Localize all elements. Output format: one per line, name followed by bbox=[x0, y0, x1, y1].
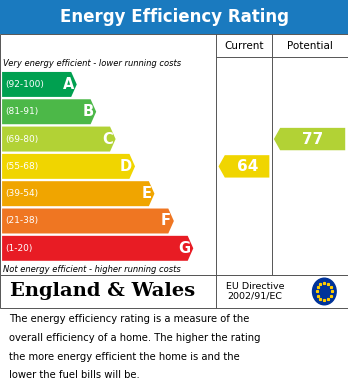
Text: Potential: Potential bbox=[287, 41, 333, 51]
Bar bbox=[0, 0, 348, 34]
Polygon shape bbox=[2, 208, 174, 233]
Text: Very energy efficient - lower running costs: Very energy efficient - lower running co… bbox=[3, 59, 182, 68]
Text: G: G bbox=[179, 241, 190, 256]
Polygon shape bbox=[2, 154, 135, 179]
Polygon shape bbox=[2, 236, 193, 261]
Text: (39-54): (39-54) bbox=[6, 189, 39, 198]
Text: (1-20): (1-20) bbox=[6, 244, 33, 253]
Text: lower the fuel bills will be.: lower the fuel bills will be. bbox=[9, 370, 140, 380]
Text: 77: 77 bbox=[302, 131, 324, 147]
Text: (92-100): (92-100) bbox=[6, 80, 45, 89]
Polygon shape bbox=[2, 181, 155, 206]
Text: (21-38): (21-38) bbox=[6, 217, 39, 226]
Text: 2002/91/EC: 2002/91/EC bbox=[227, 292, 283, 301]
Text: England & Wales: England & Wales bbox=[10, 282, 196, 301]
Text: The energy efficiency rating is a measure of the: The energy efficiency rating is a measur… bbox=[9, 314, 249, 324]
Text: Energy Efficiency Rating: Energy Efficiency Rating bbox=[60, 8, 288, 26]
Polygon shape bbox=[2, 99, 96, 124]
Polygon shape bbox=[2, 72, 77, 97]
Polygon shape bbox=[219, 155, 269, 178]
Text: the more energy efficient the home is and the: the more energy efficient the home is an… bbox=[9, 352, 239, 362]
Bar bbox=[0, 275, 348, 308]
Text: B: B bbox=[82, 104, 93, 119]
Polygon shape bbox=[2, 127, 116, 152]
Text: (69-80): (69-80) bbox=[6, 135, 39, 143]
Bar bbox=[0, 34, 348, 275]
Text: D: D bbox=[120, 159, 132, 174]
Text: C: C bbox=[102, 131, 113, 147]
Text: Not energy efficient - higher running costs: Not energy efficient - higher running co… bbox=[3, 265, 181, 274]
Text: E: E bbox=[142, 186, 152, 201]
Polygon shape bbox=[274, 128, 345, 150]
Circle shape bbox=[313, 278, 336, 305]
Text: EU Directive: EU Directive bbox=[226, 282, 284, 291]
Text: F: F bbox=[161, 213, 171, 228]
Text: (55-68): (55-68) bbox=[6, 162, 39, 171]
Text: A: A bbox=[63, 77, 74, 92]
Text: overall efficiency of a home. The higher the rating: overall efficiency of a home. The higher… bbox=[9, 333, 260, 343]
Text: (81-91): (81-91) bbox=[6, 107, 39, 116]
Text: 64: 64 bbox=[237, 159, 258, 174]
Text: Current: Current bbox=[224, 41, 264, 51]
